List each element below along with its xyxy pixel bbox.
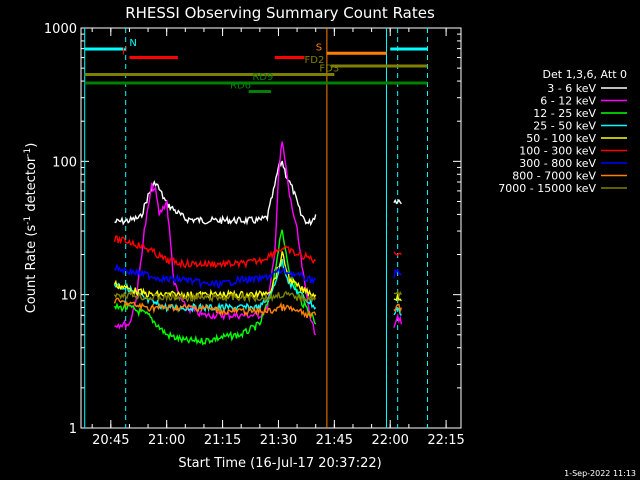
y-tick-label-2: 100	[52, 155, 77, 170]
y-tick-label-3: 1000	[44, 22, 77, 37]
flag-label-RD9: RD9	[252, 72, 273, 83]
x-tick-label-0: 20:45	[92, 433, 129, 448]
timestamp: 1-Sep-2022 11:13	[564, 469, 636, 478]
y-axis-label: Count Rate (s-1 detector-1)	[23, 143, 39, 314]
flag-label-N: N	[129, 38, 136, 49]
x-tick-label-1: 21:00	[148, 433, 185, 448]
series-line-1-0	[114, 141, 317, 336]
flag-label-F: F	[122, 47, 128, 58]
series-line-6-1	[393, 268, 402, 279]
series-line-8-0	[113, 290, 317, 304]
y-tick-label-0: 1	[69, 422, 77, 437]
series-lines	[113, 141, 403, 346]
event-lines	[84, 28, 428, 428]
series-line-5-0	[113, 235, 317, 269]
legend-label-1: 6 - 12 keV	[540, 95, 596, 108]
series-line-2-0	[113, 229, 317, 346]
y-tick-label-1: 10	[60, 289, 77, 304]
series-line-3-1	[393, 306, 402, 316]
x-tick-label-6: 22:15	[427, 433, 464, 448]
x-tick-label-2: 21:15	[204, 433, 241, 448]
series-line-0-1	[393, 198, 402, 205]
x-axis-label: Start Time (16-Jul-17 20:37:22)	[178, 456, 381, 471]
flag-label-FD2: FD2	[305, 55, 325, 66]
legend-label-3: 25 - 50 keV	[533, 120, 596, 133]
legend-label-8: 7000 - 15000 keV	[498, 182, 596, 195]
series-line-1-1	[393, 313, 403, 328]
x-tick-label-5: 22:00	[371, 433, 408, 448]
legend-label-2: 12 - 25 keV	[533, 107, 596, 120]
series-line-7-1	[393, 303, 403, 314]
series-line-7-0	[113, 297, 317, 320]
legend-label-5: 100 - 300 keV	[519, 145, 596, 158]
legend-header: Det 1,3,6, Att 0	[543, 68, 627, 81]
chart-title: RHESSI Observing Summary Count Rates	[125, 4, 435, 22]
series-line-5-1	[393, 251, 402, 256]
plot-frame	[80, 27, 462, 429]
flag-label-FD3: FD3	[319, 64, 339, 75]
series-line-6-0	[114, 264, 317, 290]
legend-label-0: 3 - 6 keV	[547, 82, 596, 95]
flag-label-S: S	[316, 42, 322, 53]
legend-label-7: 800 - 7000 keV	[512, 170, 596, 183]
legend-label-6: 300 - 800 keV	[519, 157, 596, 170]
x-tick-label-4: 21:45	[316, 433, 353, 448]
series-line-8-1	[393, 290, 403, 299]
x-tick-label-3: 21:30	[260, 433, 297, 448]
flag-label-RD6: RD6	[230, 81, 251, 92]
legend-label-4: 50 - 100 keV	[526, 132, 596, 145]
series-line-0-0	[114, 159, 317, 227]
axis-ticks: 20:45 21:00 21:15 21:30 21:45 22:00 22:15 1 10 10…	[44, 22, 465, 448]
